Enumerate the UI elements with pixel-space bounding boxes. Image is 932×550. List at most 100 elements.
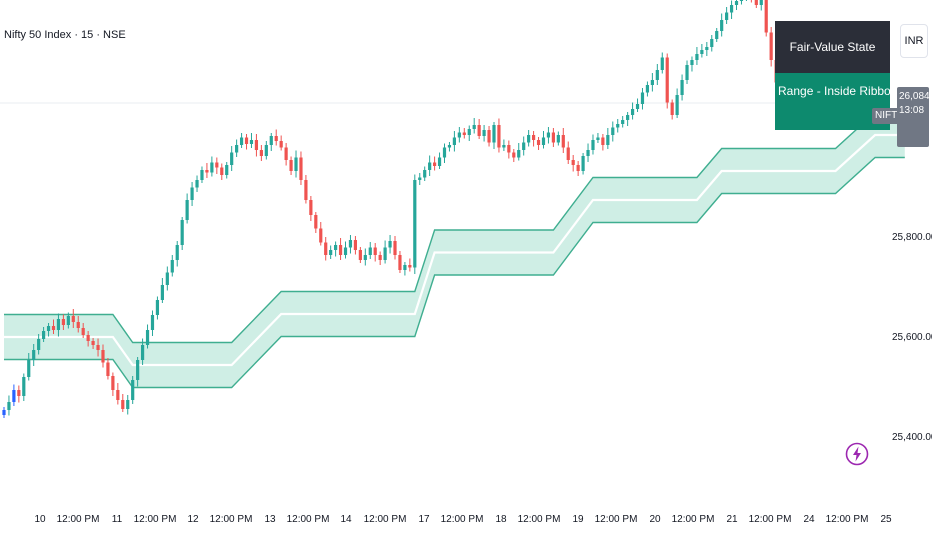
fair-value-panel: Fair-Value State Range - Inside Ribbon (… bbox=[775, 21, 890, 130]
candle-body bbox=[601, 137, 605, 145]
candle-body bbox=[200, 170, 204, 180]
candle-body bbox=[388, 241, 392, 248]
candle-body bbox=[759, 0, 763, 5]
candle-body bbox=[230, 152, 234, 165]
candle-body bbox=[487, 130, 491, 143]
candle-body bbox=[477, 125, 481, 136]
candle-body bbox=[754, 0, 758, 5]
x-tick-label: 12:00 PM bbox=[594, 514, 638, 525]
ribbon-upper-line bbox=[4, 111, 905, 344]
y-tick-label: 25,800.00 bbox=[892, 232, 932, 243]
x-tick-label: 19 bbox=[572, 514, 584, 525]
candle-body bbox=[655, 70, 659, 80]
candle-body bbox=[566, 147, 570, 160]
candle-body bbox=[561, 135, 565, 148]
candle-body bbox=[106, 362, 110, 376]
candle-body bbox=[705, 47, 709, 50]
candle-body bbox=[556, 135, 560, 143]
candle-body bbox=[210, 162, 214, 173]
candle-body bbox=[175, 245, 179, 260]
candle-body bbox=[329, 250, 333, 255]
candle-body bbox=[225, 165, 229, 175]
candle-body bbox=[546, 132, 551, 138]
candle-body bbox=[606, 135, 610, 145]
candle-body bbox=[764, 0, 768, 33]
candle-body bbox=[27, 360, 31, 377]
candle-body bbox=[150, 315, 155, 330]
candle-body bbox=[155, 300, 160, 315]
candle-body bbox=[274, 136, 278, 141]
candle-body bbox=[665, 57, 669, 103]
panel-status: Range - Inside Ribbon (Fair Zone) bbox=[775, 73, 890, 130]
candle-body bbox=[650, 80, 654, 85]
candle-body bbox=[249, 140, 254, 144]
candle-body bbox=[190, 187, 194, 200]
candle-body bbox=[56, 319, 61, 330]
candle-body bbox=[165, 272, 169, 285]
candle-body bbox=[660, 57, 664, 70]
x-tick-label: 12:00 PM bbox=[286, 514, 330, 525]
candle-body bbox=[126, 400, 130, 409]
candle-body bbox=[348, 240, 353, 248]
ribbon-fill bbox=[4, 112, 905, 388]
x-tick-label: 25 bbox=[880, 514, 892, 525]
x-tick-label: 10 bbox=[34, 514, 46, 525]
candle-body bbox=[215, 162, 219, 168]
x-tick-label: 12:00 PM bbox=[209, 514, 253, 525]
x-tick-label: 12:00 PM bbox=[56, 514, 100, 525]
candle-body bbox=[7, 402, 11, 410]
candle-body bbox=[121, 400, 125, 409]
candle-body bbox=[581, 156, 585, 171]
candle-body bbox=[720, 20, 724, 31]
candle-body bbox=[645, 85, 650, 93]
candle-body bbox=[437, 157, 442, 166]
candle-body bbox=[734, 1, 739, 5]
candle-body bbox=[86, 335, 90, 341]
candle-body bbox=[269, 136, 273, 145]
x-tick-label: 18 bbox=[495, 514, 507, 525]
candle-body bbox=[725, 12, 729, 20]
candle-body bbox=[244, 137, 249, 144]
candle-body bbox=[571, 160, 575, 165]
last-price-badge: 26,084.00 13:08 bbox=[897, 87, 932, 147]
candle-body bbox=[131, 380, 135, 400]
candle-body bbox=[611, 127, 615, 135]
candle-body bbox=[596, 137, 600, 140]
currency-button[interactable]: INR bbox=[900, 24, 928, 58]
candle-body bbox=[338, 245, 343, 255]
candle-body bbox=[185, 200, 189, 220]
x-tick-label: 12:00 PM bbox=[440, 514, 484, 525]
candle-body bbox=[710, 39, 714, 47]
candle-body bbox=[586, 150, 590, 156]
x-tick-label: 12:00 PM bbox=[671, 514, 715, 525]
candle-body bbox=[715, 31, 719, 39]
candle-body bbox=[235, 145, 239, 153]
candle-body bbox=[170, 260, 174, 273]
x-tick-label: 12:00 PM bbox=[517, 514, 561, 525]
candle-body bbox=[66, 316, 70, 325]
lightning-bolt-icon[interactable] bbox=[845, 442, 869, 466]
candle-body bbox=[418, 177, 422, 180]
ribbon-lower-line bbox=[4, 156, 905, 389]
candle-body bbox=[37, 339, 41, 350]
candle-body bbox=[254, 140, 259, 150]
symbol-title[interactable]: Nifty 50 Index · 15 · NSE bbox=[4, 29, 126, 41]
candle-body bbox=[680, 80, 684, 95]
candle-body bbox=[81, 328, 85, 335]
candle-body bbox=[12, 390, 16, 402]
candle-body bbox=[309, 200, 313, 215]
candle-body bbox=[51, 326, 56, 330]
candle-body bbox=[195, 180, 199, 188]
candle-body bbox=[299, 157, 303, 180]
candle-body bbox=[685, 65, 689, 80]
x-tick-label: 21 bbox=[726, 514, 738, 525]
candle-body bbox=[373, 247, 377, 255]
candle-body bbox=[32, 350, 36, 360]
candle-body bbox=[111, 376, 115, 390]
last-price: 26,084.00 bbox=[899, 91, 932, 102]
candle-body bbox=[289, 160, 293, 171]
x-tick-label: 12 bbox=[187, 514, 199, 525]
y-tick-label: 25,600.00 bbox=[892, 332, 932, 343]
